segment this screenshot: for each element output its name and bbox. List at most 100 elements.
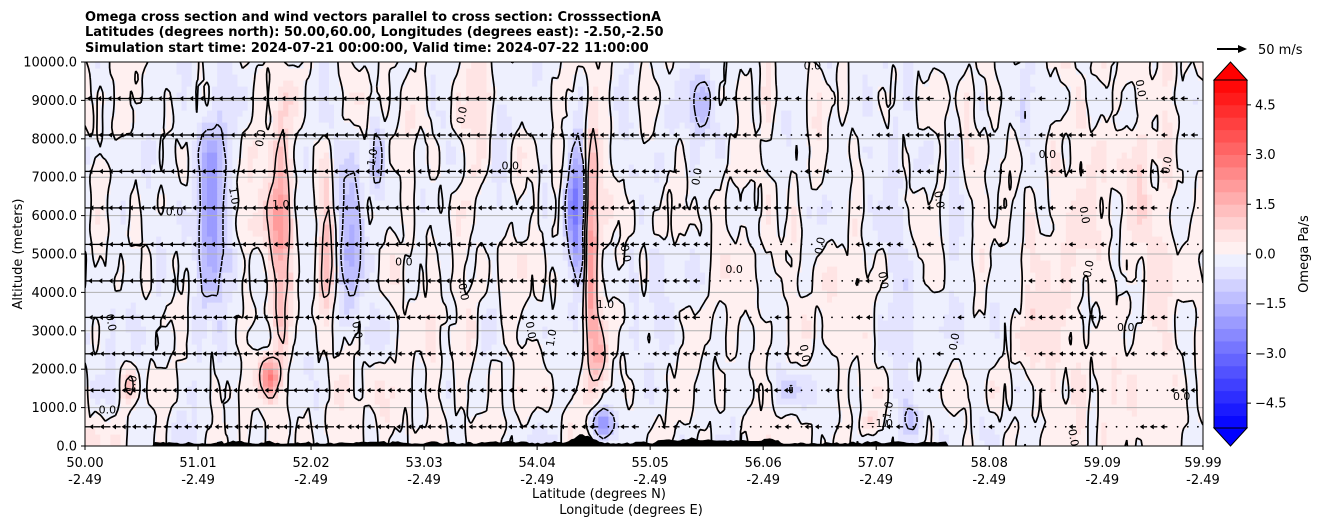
omega-shade-cell <box>1075 428 1082 435</box>
omega-shade-cell <box>562 434 569 441</box>
omega-shade-cell <box>1025 326 1031 333</box>
omega-shade-cell <box>903 380 909 387</box>
omega-shade-cell <box>1152 344 1158 351</box>
omega-shade-cell <box>938 410 945 417</box>
omega-shade-cell <box>852 416 859 423</box>
omega-shade-cell <box>776 422 782 429</box>
omega-shade-cell <box>1162 440 1169 446</box>
omega-shade-cell <box>181 410 188 417</box>
omega-shade-cell <box>557 410 564 417</box>
omega-shade-cell <box>384 434 391 441</box>
omega-shade-cell <box>318 428 325 435</box>
omega-shade-cell <box>908 332 914 339</box>
omega-shade-cell <box>943 356 950 363</box>
omega-shade-cell <box>212 434 218 441</box>
omega-shade-cell <box>461 308 467 315</box>
omega-shade-cell <box>471 434 477 441</box>
omega-shade-cell <box>95 392 101 399</box>
omega-shade-cell <box>506 422 513 429</box>
omega-shade-cell <box>776 392 782 399</box>
omega-shade-cell <box>196 326 203 333</box>
omega-shade-cell <box>781 380 787 387</box>
omega-shade-cell <box>765 434 772 441</box>
omega-shade-cell <box>567 374 574 381</box>
omega-shade-cell <box>491 428 498 435</box>
omega-shade-cell <box>1167 374 1174 381</box>
omega-shade-cell <box>303 398 310 405</box>
omega-shade-cell <box>522 398 528 405</box>
omega-shade-cell <box>445 398 452 405</box>
omega-shade-cell <box>801 434 808 441</box>
omega-shade-cell <box>506 308 513 315</box>
omega-shade-cell <box>694 398 701 405</box>
omega-shade-cell <box>979 320 986 327</box>
omega-shade-cell <box>85 332 91 339</box>
omega-shade-cell <box>140 374 147 381</box>
omega-shade-cell <box>196 356 203 363</box>
omega-shade-cell <box>837 434 843 441</box>
omega-shade-cell <box>842 320 848 327</box>
omega-shade-cell <box>994 374 1001 381</box>
omega-shade-cell <box>938 356 945 363</box>
omega-shade-cell <box>1106 338 1113 345</box>
omega-shade-cell <box>532 308 538 315</box>
omega-shade-cell <box>928 416 935 423</box>
omega-shade-cell <box>816 386 823 393</box>
omega-shade-cell <box>445 416 452 423</box>
omega-shade-cell <box>369 326 376 333</box>
omega-shade-cell <box>532 392 538 399</box>
omega-shade-cell <box>725 422 731 429</box>
omega-shade-cell <box>85 344 91 351</box>
omega-shade-cell <box>689 416 696 423</box>
omega-shade-cell <box>664 356 671 363</box>
omega-shade-cell <box>237 326 244 333</box>
omega-shade-cell <box>755 362 762 369</box>
omega-shade-cell <box>979 428 986 435</box>
omega-shade-cell <box>471 392 477 399</box>
omega-shade-cell <box>791 374 798 381</box>
omega-shade-cell <box>405 356 411 363</box>
omega-shade-cell <box>811 422 818 429</box>
omega-shade-cell <box>593 422 599 429</box>
omega-shade-cell <box>522 434 528 441</box>
omega-shade-cell <box>201 434 208 441</box>
omega-shade-cell <box>100 410 106 417</box>
omega-shade-cell <box>1055 416 1062 423</box>
omega-shade-cell <box>1162 338 1169 345</box>
omega-shade-cell <box>1101 362 1108 369</box>
omega-shade-cell <box>252 398 259 405</box>
omega-shade-cell <box>461 422 467 429</box>
omega-shade-cell <box>196 362 203 369</box>
omega-shade-cell <box>212 332 218 339</box>
omega-shade-cell <box>1086 440 1092 446</box>
omega-shade-cell <box>125 344 132 351</box>
omega-shade-cell <box>334 410 340 417</box>
omega-shade-cell <box>369 320 376 327</box>
omega-shade-cell <box>430 332 437 339</box>
omega-shade-cell <box>115 356 122 363</box>
omega-shade-cell <box>588 320 594 327</box>
omega-shade-cell <box>1152 326 1158 333</box>
omega-shade-cell <box>201 344 208 351</box>
omega-shade-cell <box>628 326 635 333</box>
omega-shade-cell <box>151 416 157 423</box>
omega-shade-cell <box>613 410 620 417</box>
omega-shade-cell <box>974 410 980 417</box>
omega-shade-cell <box>562 332 569 339</box>
omega-shade-cell <box>613 398 620 405</box>
omega-shade-cell <box>1070 410 1077 417</box>
omega-shade-cell <box>953 386 960 393</box>
omega-shade-cell <box>806 308 813 315</box>
omega-shade-cell <box>303 332 310 339</box>
omega-shade-cell <box>1055 374 1062 381</box>
omega-shade-cell <box>201 332 208 339</box>
omega-shade-cell <box>100 356 106 363</box>
omega-shade-cell <box>948 422 955 429</box>
omega-shade-cell <box>837 422 843 429</box>
omega-shade-cell <box>867 434 874 441</box>
omega-shade-cell <box>933 398 940 405</box>
omega-shade-cell <box>638 416 645 423</box>
omega-shade-cell <box>918 428 925 435</box>
omega-shade-cell <box>400 428 406 435</box>
omega-shade-cell <box>588 344 594 351</box>
